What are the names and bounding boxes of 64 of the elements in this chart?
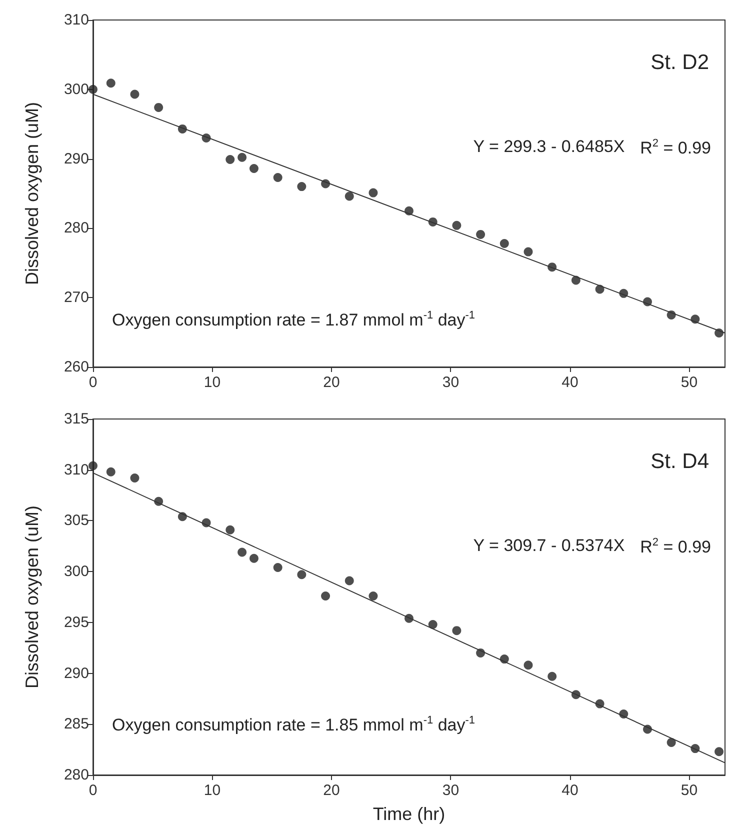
x-tick-label: 10 bbox=[204, 782, 221, 799]
point bbox=[368, 188, 378, 198]
point bbox=[249, 554, 258, 563]
point bbox=[106, 467, 116, 476]
point bbox=[344, 192, 354, 201]
y-tick-label: 300 bbox=[64, 80, 89, 98]
point bbox=[714, 747, 724, 756]
y-tick-label: 310 bbox=[64, 12, 89, 28]
x-axis-title: Time (hr) bbox=[372, 804, 446, 824]
point bbox=[130, 473, 140, 482]
annotation: Y = 299.3 - 0.6485X bbox=[473, 137, 625, 156]
y-tick-label: 280 bbox=[64, 220, 89, 237]
y-axis-title: Dissolved oxygen (uM) bbox=[22, 102, 42, 286]
point bbox=[524, 660, 533, 670]
y-tick-label: 315 bbox=[64, 410, 89, 428]
x-tick-label: 30 bbox=[442, 782, 460, 799]
y-tick-label: 270 bbox=[64, 289, 89, 306]
y-tick-label: 280 bbox=[64, 766, 89, 784]
point bbox=[88, 84, 98, 94]
point bbox=[106, 78, 116, 88]
point bbox=[297, 182, 306, 192]
point bbox=[666, 738, 676, 747]
point bbox=[273, 173, 282, 182]
y-axis-title: Dissolved oxygen (uM) bbox=[22, 505, 42, 689]
point bbox=[452, 220, 462, 230]
y-tick-label: 305 bbox=[64, 512, 89, 530]
y-tick-label: 285 bbox=[64, 716, 89, 733]
x-tick-label: 30 bbox=[442, 374, 460, 391]
point bbox=[428, 620, 438, 629]
y-tick-label: 300 bbox=[64, 563, 89, 580]
point bbox=[154, 102, 164, 112]
point bbox=[273, 563, 282, 572]
annotation: St. D2 bbox=[650, 51, 710, 74]
x-tick-label: 0 bbox=[88, 782, 98, 799]
y-tick-label: 260 bbox=[64, 358, 89, 376]
annotation: St. D4 bbox=[650, 450, 710, 473]
y-tick-label: 290 bbox=[64, 664, 89, 682]
annotation: Y = 309.7 - 0.5374X bbox=[473, 536, 625, 555]
point bbox=[238, 548, 247, 557]
point bbox=[344, 576, 354, 586]
x-tick-label: 40 bbox=[562, 374, 578, 391]
point bbox=[130, 90, 140, 99]
point bbox=[249, 164, 258, 174]
x-tick-label: 40 bbox=[562, 782, 578, 799]
point bbox=[524, 247, 533, 256]
y-tick-label: 290 bbox=[64, 150, 89, 168]
point bbox=[238, 152, 247, 162]
x-tick-label: 50 bbox=[680, 374, 698, 391]
y-tick-label: 310 bbox=[64, 461, 89, 478]
x-tick-label: 50 bbox=[680, 782, 698, 799]
point bbox=[476, 230, 486, 239]
x-tick-label: 10 bbox=[204, 374, 221, 391]
point bbox=[452, 626, 462, 636]
point bbox=[321, 591, 330, 600]
x-tick-label: 20 bbox=[323, 374, 340, 391]
point bbox=[368, 591, 378, 600]
x-tick-label: 20 bbox=[323, 782, 340, 799]
point bbox=[548, 672, 557, 681]
y-tick-label: 295 bbox=[64, 614, 89, 631]
point bbox=[297, 570, 306, 580]
x-tick-label: 0 bbox=[88, 374, 98, 391]
point bbox=[226, 154, 235, 164]
point bbox=[500, 238, 509, 248]
point bbox=[226, 525, 235, 534]
